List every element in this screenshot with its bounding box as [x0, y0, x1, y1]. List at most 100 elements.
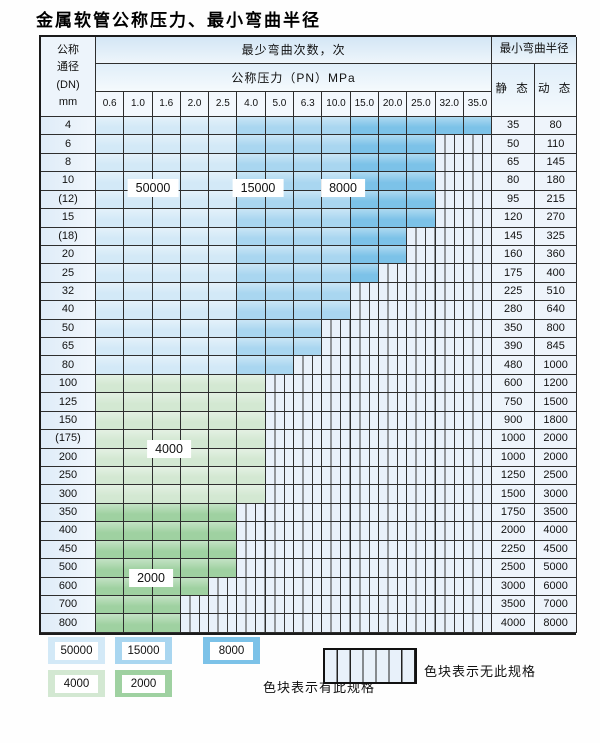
no-spec-cell — [463, 264, 493, 283]
no-spec-cell — [350, 467, 379, 486]
no-spec-cell — [322, 614, 351, 633]
no-spec-cell — [407, 245, 436, 265]
no-spec-cell — [435, 485, 464, 504]
spec-cell — [152, 264, 181, 283]
no-spec-cell — [322, 411, 351, 431]
dynamic-value-cell: 3500 — [535, 503, 578, 523]
spec-cell — [180, 559, 210, 578]
dn-cell: 700 — [41, 595, 96, 615]
static-value-cell: 900 — [492, 411, 536, 431]
spec-cell — [124, 614, 153, 633]
spec-cell — [124, 448, 153, 468]
dn-cell: 150 — [41, 411, 96, 431]
no-spec-cell — [407, 559, 436, 578]
spec-cell — [350, 117, 379, 136]
no-spec-cell — [463, 319, 493, 339]
spec-cell — [152, 522, 181, 541]
no-spec-cell — [407, 282, 436, 302]
no-spec-cell — [350, 411, 379, 431]
no-spec-cell — [463, 356, 493, 375]
no-spec-cell — [435, 595, 464, 615]
spec-table-wrap: 公称 通径 (DN) mm 最少弯曲次数，次 最小弯曲半径 公称压力（PN）MPa 静 … — [39, 35, 578, 635]
static-header: 静 态 — [492, 64, 536, 117]
legend-swatch-50000: 50000 — [48, 637, 105, 664]
spec-cell — [180, 135, 210, 154]
spec-cell — [180, 190, 210, 210]
spec-cell — [237, 356, 266, 375]
dn-cell: 65 — [41, 338, 96, 357]
dn-cell: 125 — [41, 393, 96, 412]
no-spec-cell — [407, 448, 436, 468]
dynamic-value-cell: 270 — [535, 209, 578, 228]
dynamic-value-cell: 2000 — [535, 430, 578, 449]
no-spec-cell — [209, 595, 238, 615]
no-spec-cell — [350, 540, 379, 560]
spec-cell — [350, 135, 379, 154]
spec-cell — [378, 135, 408, 154]
pressure-col-25.0: 25.0 — [407, 92, 436, 117]
no-spec-cell — [237, 577, 266, 596]
no-spec-cell — [435, 522, 464, 541]
no-spec-cell — [378, 374, 408, 394]
no-spec-cell — [294, 559, 323, 578]
spec-cell — [124, 356, 153, 375]
spec-cell — [378, 209, 408, 228]
spec-cell — [124, 264, 153, 283]
no-spec-cell — [378, 430, 408, 449]
no-spec-cell — [435, 374, 464, 394]
no-spec-cell — [435, 190, 464, 210]
spec-cell — [407, 135, 436, 154]
no-spec-cell — [294, 393, 323, 412]
no-spec-cell — [463, 430, 493, 449]
no-spec-cell — [435, 153, 464, 173]
spec-cell — [152, 153, 181, 173]
no-spec-cell — [350, 319, 379, 339]
no-spec-cell — [294, 503, 323, 523]
no-spec-cell — [294, 448, 323, 468]
dn-cell: 80 — [41, 356, 96, 375]
no-spec-cell — [294, 430, 323, 449]
legend-swatch-label: 50000 — [55, 641, 98, 660]
static-value-cell: 750 — [492, 393, 536, 412]
no-spec-cell — [350, 595, 379, 615]
static-value-cell: 1500 — [492, 485, 536, 504]
spec-cell — [152, 319, 181, 339]
no-spec-cell — [407, 595, 436, 615]
pressure-col-1.0: 1.0 — [124, 92, 153, 117]
dn-cell: 300 — [41, 485, 96, 504]
dynamic-value-cell: 2500 — [535, 467, 578, 486]
no-spec-cell — [463, 522, 493, 541]
spec-cell — [96, 411, 125, 431]
no-spec-cell — [435, 503, 464, 523]
dynamic-value-cell: 8000 — [535, 614, 578, 633]
no-spec-cell — [378, 485, 408, 504]
no-spec-cell — [294, 374, 323, 394]
pressure-col-4.0: 4.0 — [237, 92, 266, 117]
legend-swatch-4000: 4000 — [48, 670, 105, 697]
no-spec-cell — [407, 264, 436, 283]
no-spec-cell — [322, 393, 351, 412]
no-spec-cell — [322, 485, 351, 504]
spec-cell — [152, 540, 181, 560]
static-value-cell: 1000 — [492, 430, 536, 449]
dynamic-value-cell: 640 — [535, 301, 578, 320]
no-spec-cell — [463, 448, 493, 468]
no-spec-cell — [350, 503, 379, 523]
no-spec-cell — [378, 577, 408, 596]
spec-cell — [265, 135, 295, 154]
static-value-cell: 480 — [492, 356, 536, 375]
no-spec-cell — [407, 522, 436, 541]
spec-cell — [152, 117, 181, 136]
spec-cell — [265, 301, 295, 320]
spec-cell — [209, 117, 238, 136]
spec-cell — [209, 559, 238, 578]
static-value-cell: 3000 — [492, 577, 536, 596]
static-value-cell: 80 — [492, 172, 536, 191]
dynamic-value-cell: 80 — [535, 117, 578, 136]
spec-cell — [294, 264, 323, 283]
no-spec-cell — [407, 319, 436, 339]
no-spec-cell — [463, 227, 493, 246]
spec-cell — [209, 356, 238, 375]
spec-cell — [180, 393, 210, 412]
